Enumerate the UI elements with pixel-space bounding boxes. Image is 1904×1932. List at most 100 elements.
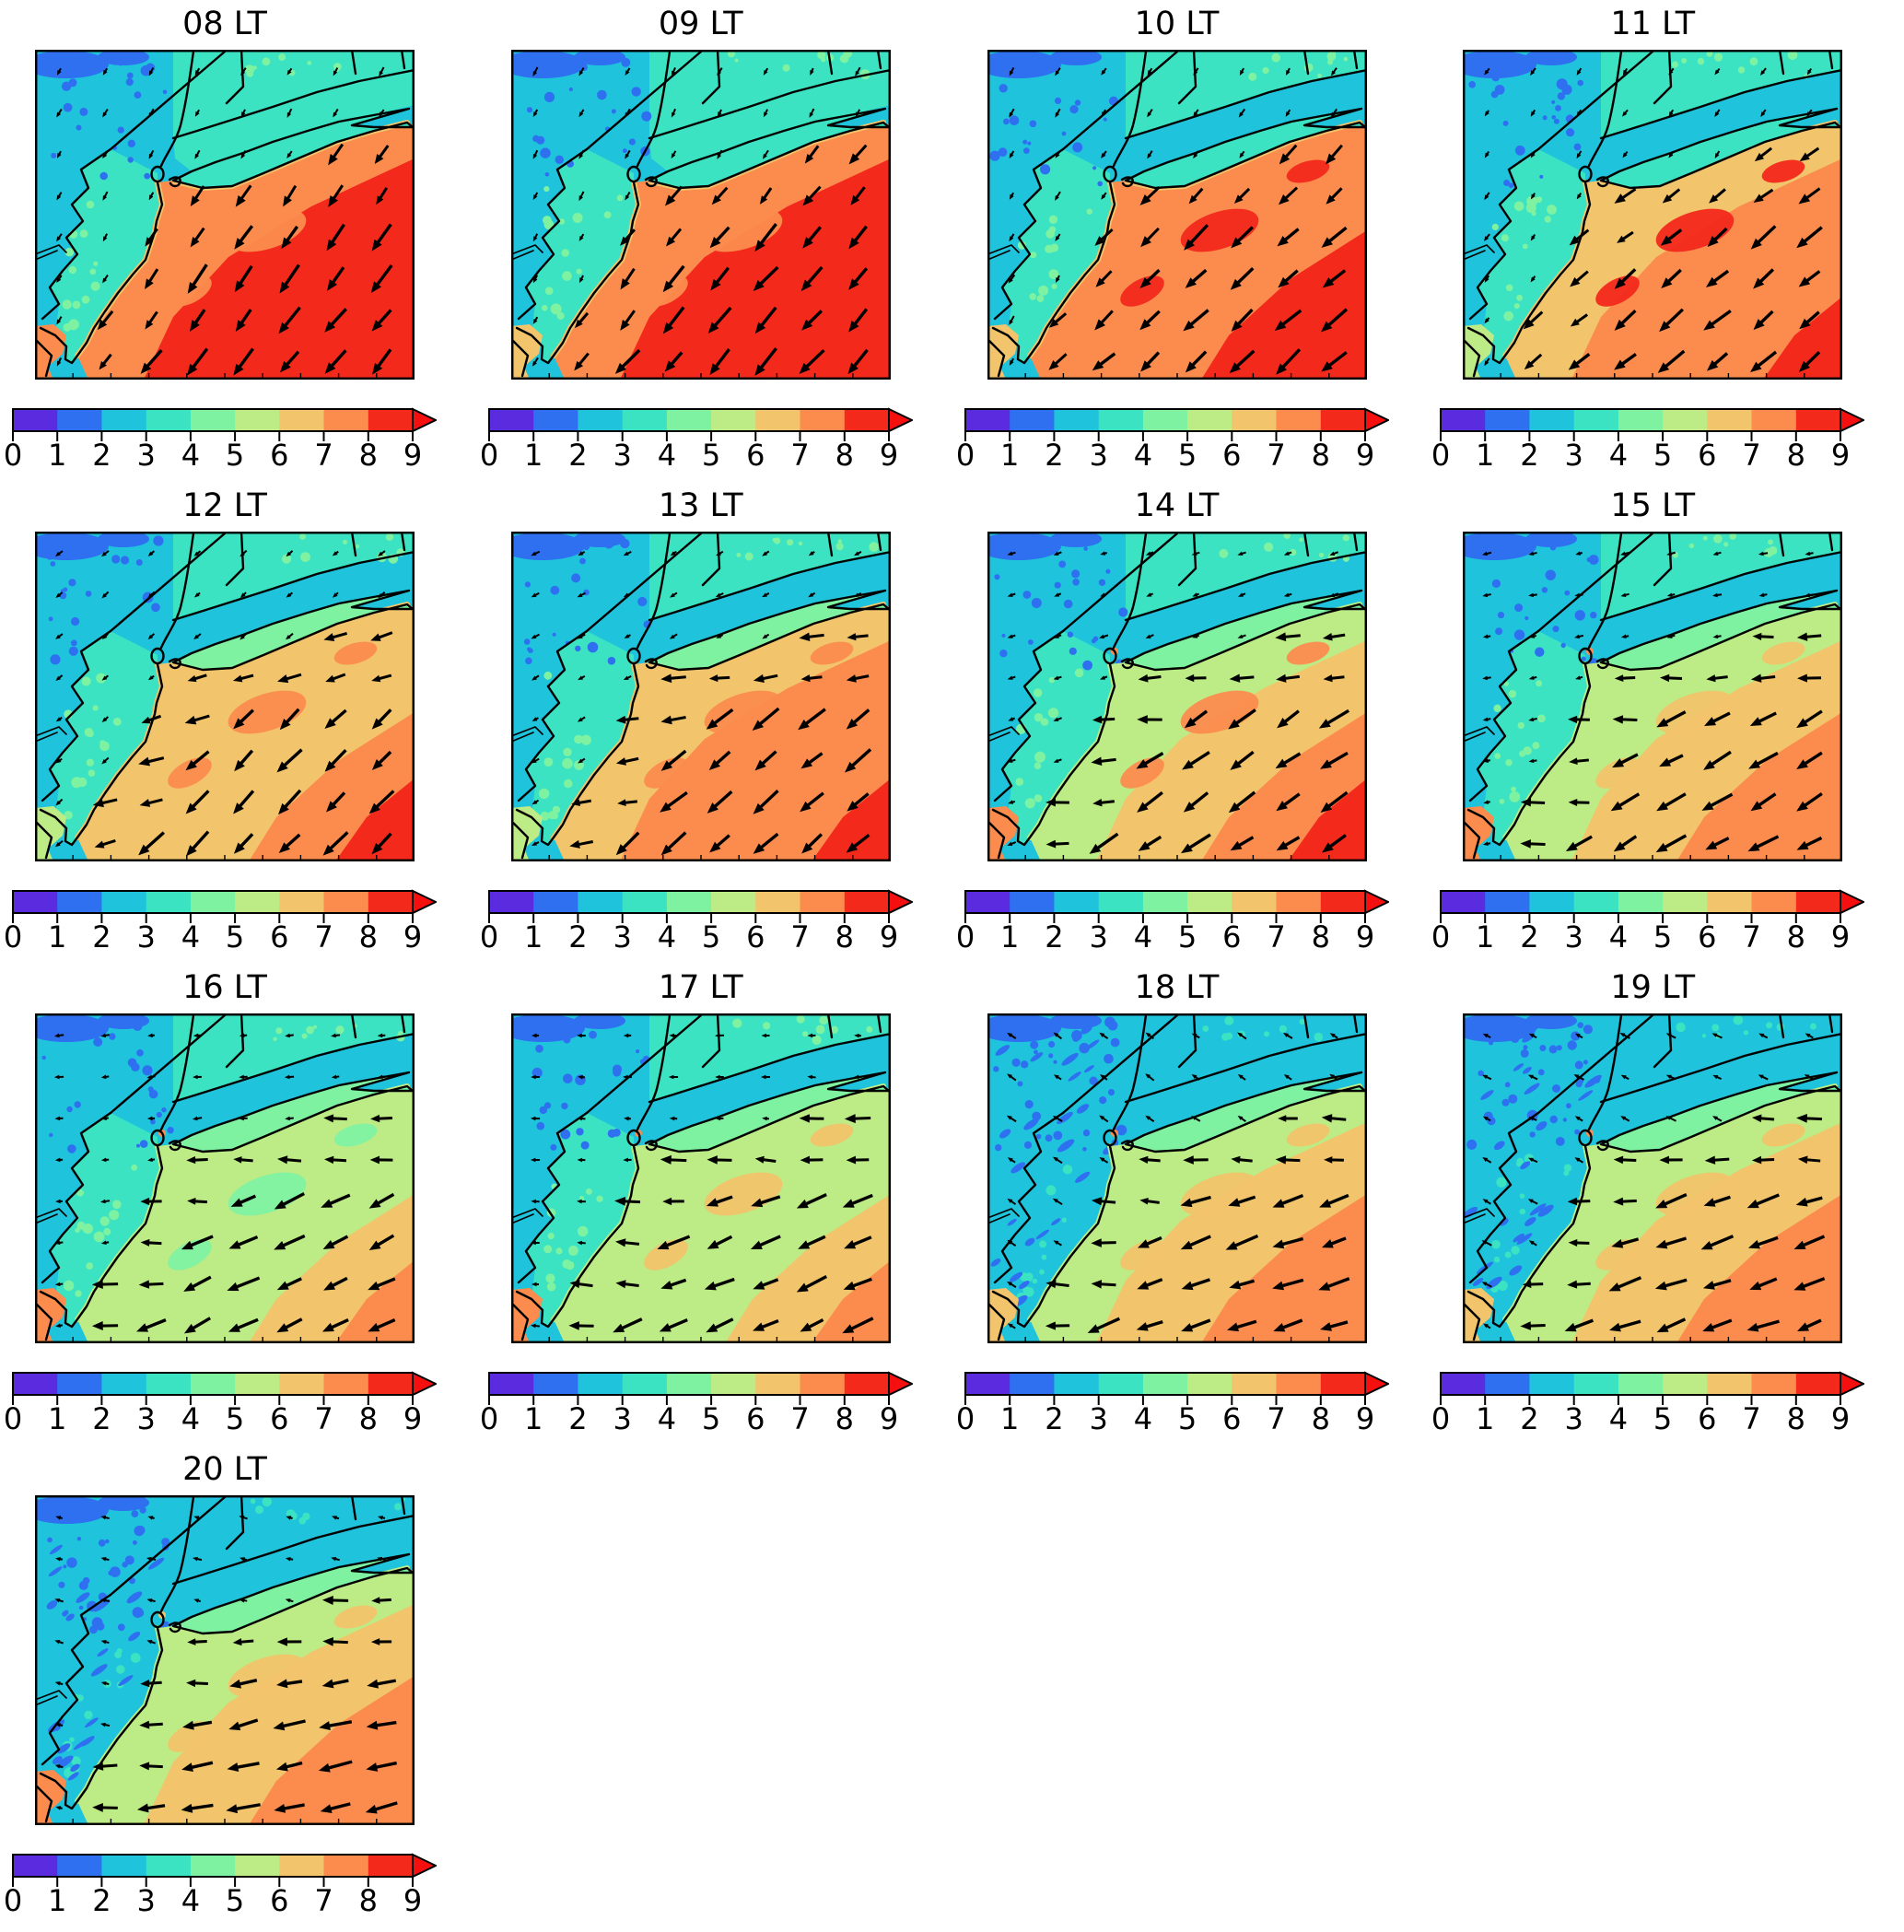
wind-arrow [232, 1638, 254, 1646]
wind-arrow [1229, 750, 1255, 770]
wind-arrow [753, 832, 779, 854]
wind-arrow [1483, 634, 1491, 639]
colorbar-tick-label: 7 [1267, 919, 1285, 954]
colorbar-segment [1529, 409, 1575, 431]
wind-arrow [1091, 1197, 1116, 1206]
wind-arrow [1328, 551, 1338, 556]
wind-arrow [1620, 1074, 1629, 1081]
wind-arrow [1568, 798, 1590, 806]
colorbar-segment [323, 891, 369, 913]
wind-arrow [1100, 150, 1107, 158]
colorbar-segment [13, 1855, 58, 1877]
colorbar-tick-label: 3 [137, 1883, 156, 1917]
colorbar-tick-label: 5 [226, 919, 244, 954]
colorbar-tick-label: 1 [48, 1883, 66, 1917]
wind-arrow [1276, 228, 1300, 247]
wind-arrow [1752, 1114, 1775, 1123]
wind-arrow [1136, 715, 1162, 724]
colorbar-segment [146, 409, 192, 431]
wind-arrow [1274, 309, 1302, 332]
colorbar-tick-label: 0 [4, 438, 22, 472]
map-canvas [1463, 50, 1843, 380]
wind-arrow [1531, 151, 1536, 158]
wind-arrow [619, 310, 636, 331]
wind-arrow [1318, 708, 1349, 729]
wind-arrow [531, 841, 540, 846]
wind-arrow [146, 1116, 156, 1121]
colorbar-tick-label: 5 [1177, 1401, 1196, 1435]
wind-arrow [285, 632, 294, 640]
wind-arrow [1666, 551, 1676, 556]
map-canvas [987, 50, 1367, 380]
wind-arrow [615, 756, 639, 766]
wind-arrow [846, 674, 870, 683]
colorbar-extend-arrow [412, 889, 437, 915]
colorbar-segment [964, 891, 1010, 913]
colorbar-tick-label: 5 [702, 919, 720, 954]
colorbar-tick-label: 1 [1000, 919, 1019, 954]
colorbar-tick-label: 2 [1045, 438, 1063, 472]
colorbar-segment [190, 409, 236, 431]
colorbar-tick-label: 3 [1089, 438, 1107, 472]
wind-arrow [1136, 790, 1163, 813]
wind-arrow [102, 233, 109, 242]
wind-arrow [326, 223, 345, 252]
wind-arrow [1529, 675, 1537, 680]
wind-arrow [1703, 1279, 1732, 1290]
wind-arrow [1484, 192, 1490, 201]
colorbar-tick-label: 2 [568, 438, 587, 472]
wind-arrow [1192, 150, 1199, 159]
colorbar-segment [368, 891, 414, 913]
colorbar-segment [1663, 1373, 1709, 1395]
wind-arrow [1531, 109, 1536, 117]
wind-arrow [147, 674, 155, 681]
colorbar-segment [800, 1373, 846, 1395]
wind-arrow [194, 67, 201, 76]
wind-arrow [368, 790, 395, 814]
colorbar-tick-label: 8 [835, 919, 853, 954]
wind-arrow [671, 150, 676, 159]
wind-arrow [97, 310, 114, 331]
wind-arrow [1321, 1236, 1347, 1248]
wind-arrow [182, 1720, 213, 1730]
wind-arrow [233, 833, 254, 854]
wind-arrow [100, 1598, 111, 1603]
wind-arrow [717, 109, 722, 117]
wind-arrow [91, 1321, 119, 1331]
wind-arrow [1277, 1115, 1298, 1122]
wind-arrow [1483, 1116, 1491, 1122]
wind-arrow [284, 1074, 295, 1080]
wind-arrow [1092, 352, 1116, 371]
wind-arrow [185, 790, 210, 814]
wind-arrow [1749, 1277, 1778, 1291]
wind-arrow [101, 716, 110, 723]
wind-arrow [569, 1280, 593, 1289]
panel-title: 18 LT [1134, 969, 1220, 1006]
colorbar-tick-label: 8 [359, 1401, 378, 1435]
wind-arrow [802, 185, 822, 206]
wind-arrow [185, 750, 210, 771]
colorbar-tick-label: 2 [92, 1401, 111, 1435]
wind-arrow [706, 708, 734, 730]
colorbar-segment [1573, 1373, 1619, 1395]
wind-arrow [1659, 308, 1685, 333]
wind-arrow [853, 1074, 861, 1080]
wind-arrow [1485, 110, 1490, 117]
wind-arrow [371, 673, 392, 683]
wind-arrow [55, 1516, 64, 1520]
wind-arrow [1008, 274, 1015, 284]
wind-arrow [279, 708, 300, 731]
wind-arrow [228, 1317, 259, 1332]
colorbar-tick-label: 6 [746, 919, 765, 954]
wind-arrow [229, 1678, 258, 1689]
colorbar-segment [1320, 891, 1366, 913]
wind-arrow [1180, 1195, 1211, 1208]
wind-arrow [234, 225, 254, 250]
wind-arrow [1566, 835, 1594, 851]
wind-arrow [285, 1556, 294, 1562]
wind-arrow [754, 223, 777, 252]
colorbar-tick-label: 9 [880, 438, 898, 472]
wind-arrow [578, 109, 585, 118]
wind-arrow [100, 1240, 110, 1246]
